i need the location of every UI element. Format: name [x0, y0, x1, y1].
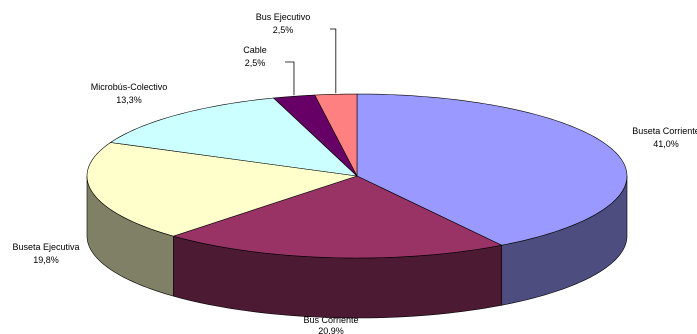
leader-cable	[285, 61, 295, 96]
label-bus-ejecutivo: Bus Ejecutivo	[256, 12, 311, 22]
value-bus-corriente: 20,9%	[318, 326, 344, 334]
value-bus-ejecutivo: 2,5%	[273, 25, 294, 35]
pie-tops	[86, 93, 628, 259]
slice-buseta-ejecutiva	[86, 142, 358, 237]
pie-sides	[86, 175, 628, 319]
value-buseta-ejecutiva: 19,8%	[33, 255, 59, 265]
slice-buseta-corriente	[356, 93, 628, 246]
value-buseta-corriente: 41,0%	[653, 139, 679, 149]
label-cable: Cable	[243, 45, 267, 55]
leader-bus-ejecutivo	[330, 28, 337, 94]
leader-lines	[285, 28, 337, 96]
label-microbus-colectivo: Microbús-Colectivo	[91, 82, 168, 92]
label-buseta-ejecutiva: Buseta Ejecutiva	[12, 242, 79, 252]
value-microbus-colectivo: 13,3%	[116, 95, 142, 105]
slice-microbus-colectivo	[109, 97, 358, 177]
label-bus-corriente: Bus Corriente	[303, 315, 358, 325]
slice-bus-corriente	[172, 175, 503, 259]
label-buseta-corriente: Buseta Corriente	[632, 126, 697, 136]
value-cable: 2,5%	[245, 58, 266, 68]
slice-bus-ejecutivo	[314, 93, 358, 177]
slice-cable	[272, 94, 358, 177]
